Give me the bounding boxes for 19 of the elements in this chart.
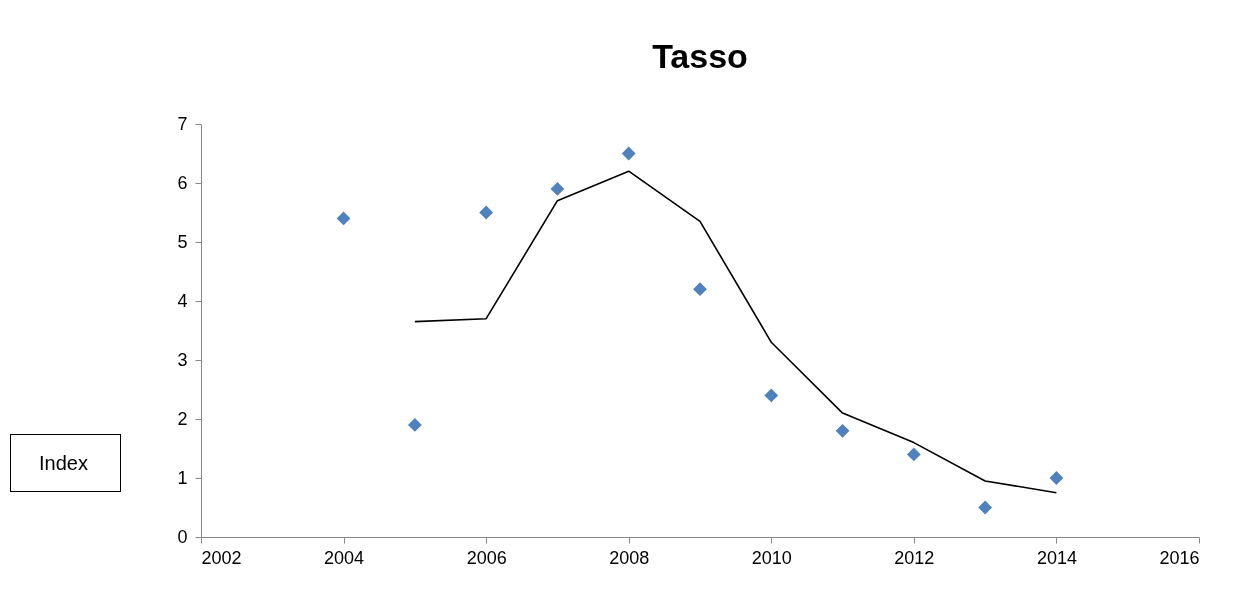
y-tick-label: 3 (177, 349, 188, 370)
x-tick-label: 2016 (1159, 547, 1200, 568)
y-tick-label: 2 (177, 408, 188, 429)
x-tick-label: 2012 (894, 547, 935, 568)
x-tick-label: 2006 (466, 547, 507, 568)
chart-title: Tasso (652, 37, 748, 75)
line-series (414, 170, 1058, 494)
y-tick-label: 5 (177, 231, 188, 252)
y-tick-label: 6 (177, 172, 188, 193)
x-tick-label: 2014 (1036, 547, 1077, 568)
y-tick-label: 7 (177, 113, 188, 134)
x-tick-label: 2008 (609, 547, 650, 568)
y-tick-label: 1 (177, 467, 188, 488)
y-tick-label: 4 (177, 290, 188, 311)
y-tick-label: 0 (177, 526, 188, 547)
x-tick-label: 2002 (201, 547, 242, 568)
x-tick-label: 2004 (324, 547, 365, 568)
x-tick-label: 2010 (751, 547, 792, 568)
y-axis-title: Index (39, 451, 88, 474)
